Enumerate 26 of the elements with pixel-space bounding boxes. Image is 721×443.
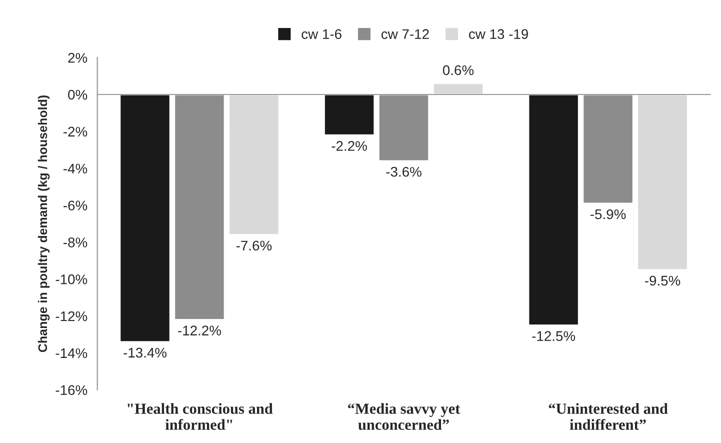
data-label: -5.9% [590, 209, 626, 220]
y-tick-label: 0% [68, 90, 88, 100]
data-label: 0.6% [442, 65, 474, 76]
data-label: -9.5% [644, 276, 680, 286]
legend-label: cw 7-12 [381, 29, 429, 40]
y-tick-label: -16% [56, 385, 88, 396]
legend-label: cw 13 -19 [469, 29, 528, 40]
x-tick-label: “Media savvy yet unconcerned” [348, 403, 460, 430]
y-tick-label: -10% [56, 274, 88, 284]
x-tick-label: “Uninterested and indifferent” [548, 403, 668, 430]
x-tick-label: "Health conscious and informed" [128, 403, 273, 430]
y-tick-label: -4% [64, 164, 88, 174]
data-label: -13.4% [124, 348, 167, 358]
data-label: -7.6% [236, 240, 272, 251]
y-tick-label: -14% [56, 348, 88, 358]
y-axis-title: Change in poultry demand (kg / household) [38, 96, 50, 352]
data-label: -3.6% [386, 166, 422, 177]
y-tick-label: 2% [68, 52, 88, 63]
y-tick-label: -8% [64, 238, 88, 248]
legend-label: cw 1-6 [302, 29, 342, 40]
data-label: -12.5% [532, 331, 576, 341]
y-tick-label: -2% [64, 126, 88, 137]
data-label: -12.2% [178, 326, 221, 336]
y-tick-label: -12% [56, 311, 88, 322]
data-label: -2.2% [332, 141, 367, 151]
y-tick-label: -6% [64, 200, 88, 210]
